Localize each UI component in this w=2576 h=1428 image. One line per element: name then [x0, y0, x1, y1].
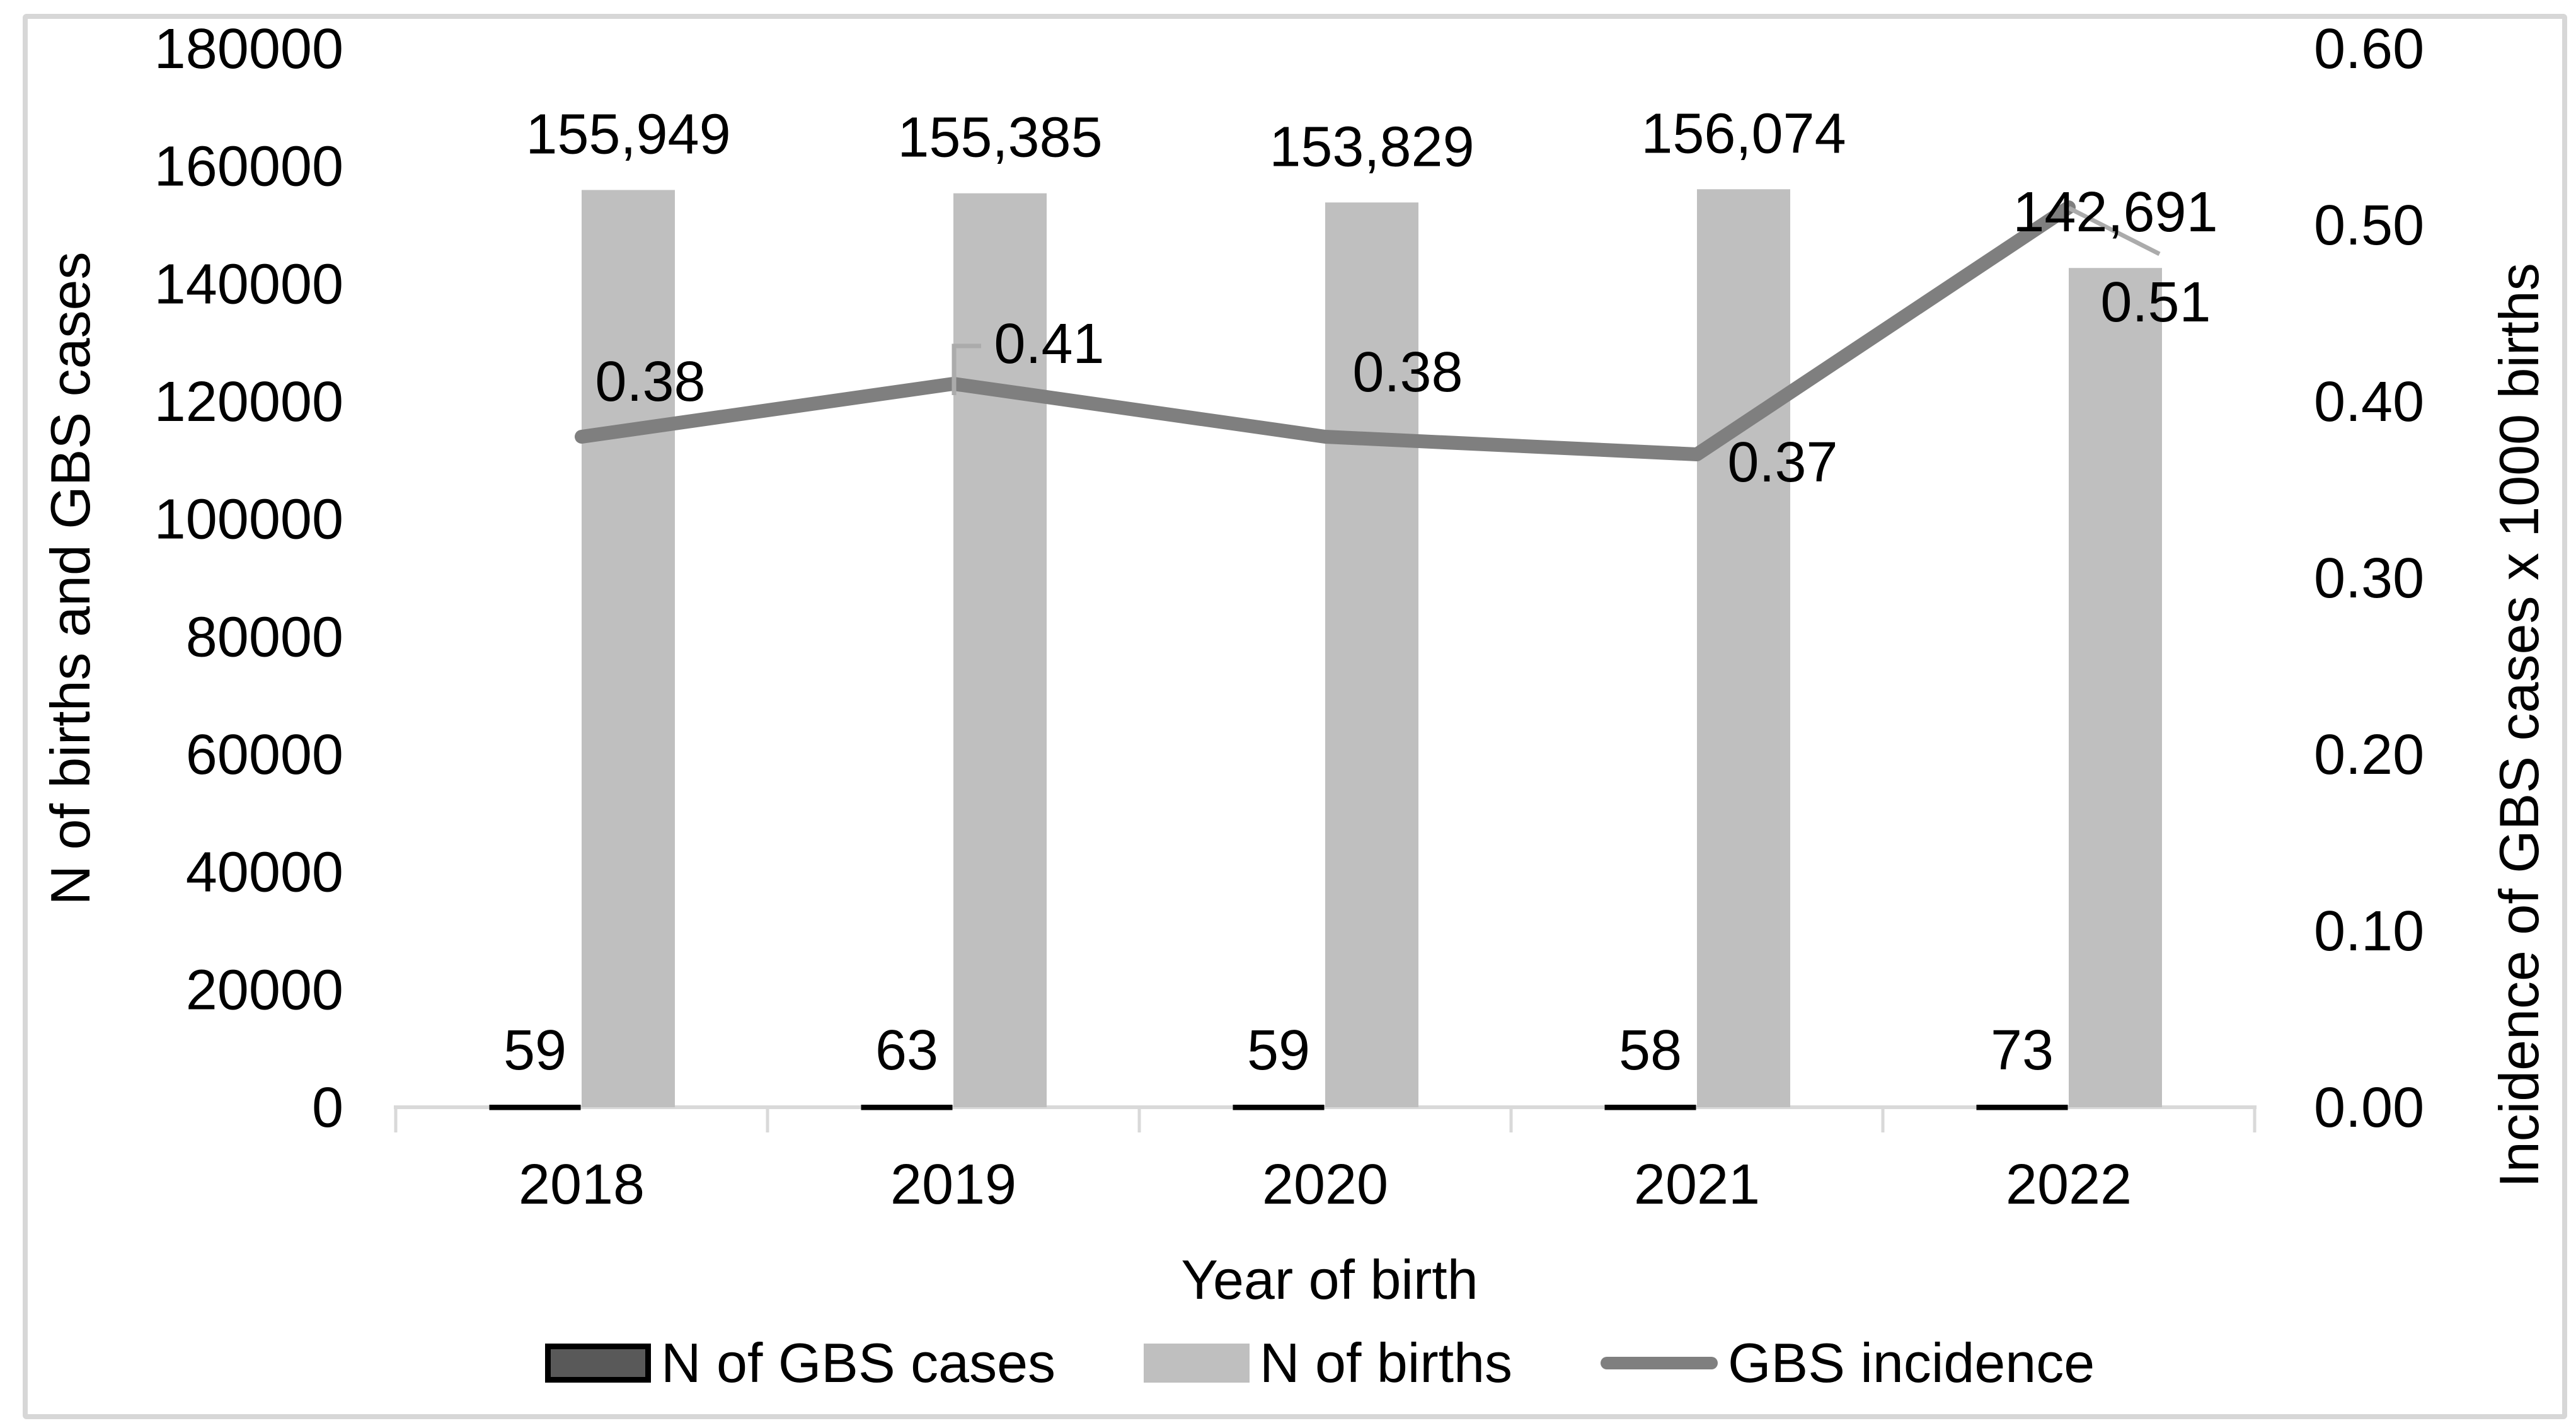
- births-bar: [1325, 202, 1418, 1107]
- incidence-value-label: 0.41: [994, 313, 1104, 376]
- births-value-label: 153,829: [1269, 115, 1474, 178]
- gbs-cases-value-label: 59: [503, 1019, 566, 1082]
- x-axis-category-label: 2019: [890, 1153, 1016, 1216]
- x-axis-category-label: 2018: [519, 1153, 645, 1216]
- births-value-label: 155,949: [526, 103, 730, 166]
- left-axis-tick-label: 160000: [154, 135, 343, 199]
- left-axis-title: N of births and GBS cases: [39, 251, 101, 906]
- left-axis-tick-label: 20000: [186, 959, 343, 1022]
- births-value-label: 156,074: [1641, 102, 1846, 165]
- left-axis-tick-label: 40000: [186, 841, 343, 904]
- right-axis-tick-label: 0.20: [2314, 723, 2424, 786]
- right-axis-tick-label: 0.50: [2314, 194, 2424, 257]
- legend-item-births: N of births: [1144, 1331, 1512, 1395]
- gbs-cases-value-label: 58: [1619, 1019, 1682, 1082]
- legend-swatch-gbs-cases: [545, 1344, 651, 1383]
- right-axis-tick-label: 0.60: [2314, 18, 2424, 81]
- gbs-cases-value-label: 73: [1991, 1019, 2054, 1082]
- x-axis-category-label: 2022: [2006, 1153, 2132, 1216]
- births-value-label: 155,385: [897, 107, 1102, 170]
- gbs-cases-bar: [1976, 1105, 2068, 1110]
- incidence-value-label: 0.38: [595, 350, 705, 413]
- gbs-cases-bar: [1233, 1105, 1325, 1110]
- gbs-cases-bar: [1604, 1105, 1696, 1110]
- left-axis-tick-label: 60000: [186, 723, 343, 786]
- data-label-leader-line: [2067, 205, 2161, 256]
- right-axis-tick-label: 0.40: [2314, 371, 2424, 434]
- right-axis-tick-label: 0.10: [2314, 900, 2424, 963]
- right-axis-tick-label: 0.30: [2314, 547, 2424, 610]
- incidence-value-label: 0.37: [1727, 431, 1837, 494]
- births-bar: [2069, 268, 2162, 1108]
- legend-label-births: N of births: [1260, 1332, 1513, 1394]
- legend-item-gbs-cases: N of GBS cases: [545, 1331, 1055, 1395]
- left-axis-tick-label: 100000: [154, 488, 343, 551]
- right-axis-title: Incidence of GBS cases x 1000 births: [2488, 263, 2550, 1188]
- legend-label-incidence: GBS incidence: [1728, 1332, 2095, 1394]
- gbs-cases-bar: [489, 1105, 581, 1110]
- legend-label-gbs-cases: N of GBS cases: [661, 1332, 1056, 1394]
- x-axis-category-label: 2021: [1634, 1153, 1760, 1216]
- incidence-line: [575, 200, 2076, 461]
- incidence-value-label: 0.51: [2100, 271, 2211, 334]
- births-value-label: 142,691: [2013, 181, 2217, 244]
- left-axis-tick-label: 120000: [154, 371, 343, 434]
- x-axis-title: Year of birth: [1181, 1248, 1478, 1311]
- left-axis-tick-label: 80000: [186, 606, 343, 669]
- legend-swatch-births: [1144, 1344, 1250, 1383]
- x-axis-category-label: 2020: [1262, 1153, 1388, 1216]
- gbs-cases-bar: [861, 1105, 953, 1110]
- left-axis-tick-label: 140000: [154, 253, 343, 316]
- gbs-cases-value-label: 63: [875, 1019, 938, 1082]
- legend-swatch-incidence-line: [1601, 1357, 1718, 1369]
- right-axis-tick-label: 0.00: [2314, 1076, 2424, 1139]
- births-bar: [582, 190, 675, 1107]
- gbs-cases-value-label: 59: [1247, 1019, 1310, 1082]
- left-axis-tick-label: 0: [312, 1076, 343, 1139]
- legend-item-incidence: GBS incidence: [1601, 1331, 2095, 1395]
- legend: N of GBS cases N of births GBS incidence: [545, 1331, 2095, 1395]
- births-bar: [1697, 189, 1790, 1107]
- data-label-leader-line: [952, 343, 981, 395]
- incidence-value-label: 0.38: [1352, 341, 1463, 404]
- left-axis-tick-label: 180000: [154, 18, 343, 81]
